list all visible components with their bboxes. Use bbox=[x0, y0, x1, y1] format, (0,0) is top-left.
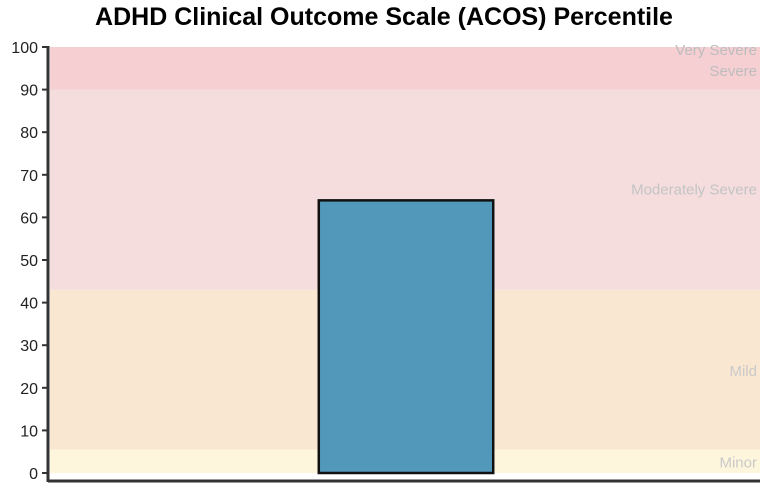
band-label-minor: Minor bbox=[719, 454, 757, 471]
y-tick-label: 30 bbox=[20, 338, 38, 355]
y-tick-label: 60 bbox=[20, 210, 38, 227]
band-label-mild: Mild bbox=[729, 363, 757, 380]
bar bbox=[317, 199, 495, 475]
y-axis: 0 10 20 30 40 50 60 70 80 90 100 bbox=[11, 40, 760, 483]
y-tick-label: 0 bbox=[29, 466, 38, 483]
y-tick-label: 80 bbox=[20, 125, 38, 142]
y-tick-label: 50 bbox=[20, 253, 38, 270]
band-label-moderately-severe: Moderately Severe bbox=[631, 182, 757, 199]
y-tick-label: 100 bbox=[11, 40, 38, 57]
y-tick-label: 20 bbox=[20, 381, 38, 398]
severity-band-labels: Minor Mild Moderately Severe Severe Very Sev… bbox=[631, 42, 757, 471]
y-tick-label: 10 bbox=[20, 423, 38, 440]
bars bbox=[317, 199, 495, 475]
band-label-severe: Severe bbox=[709, 63, 757, 80]
band-severe bbox=[50, 47, 760, 90]
band-label-very-severe: Very Severe bbox=[675, 42, 757, 59]
y-tick-label: 90 bbox=[20, 83, 38, 100]
y-tick-label: 70 bbox=[20, 168, 38, 185]
y-tick-label: 40 bbox=[20, 296, 38, 313]
chart-title: ADHD Clinical Outcome Scale (ACOS) Perce… bbox=[95, 3, 673, 31]
